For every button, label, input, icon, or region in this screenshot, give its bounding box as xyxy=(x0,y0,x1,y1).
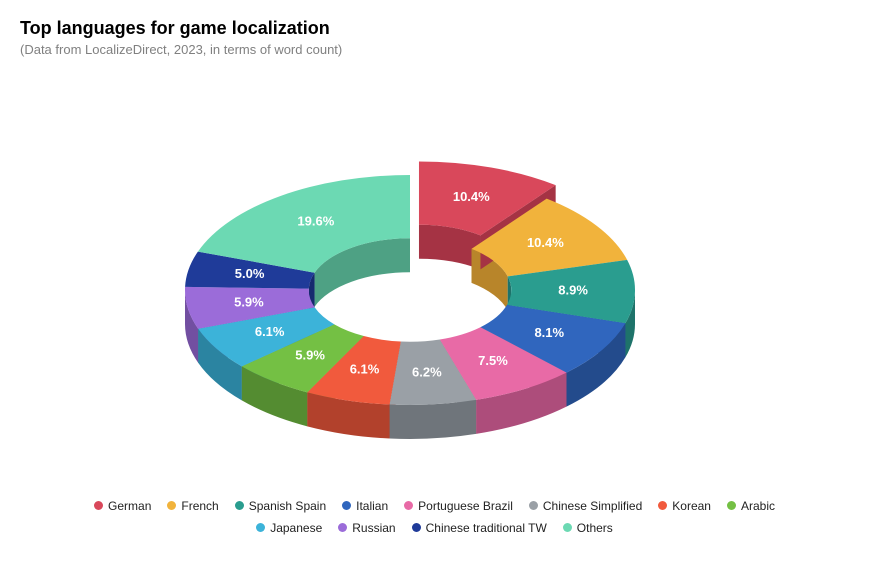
wall-outer-Chinese Simplified xyxy=(390,400,477,439)
slice-label-Others: 19.6% xyxy=(297,213,334,228)
slice-label-Portuguese Brazil: 7.5% xyxy=(478,353,508,368)
legend-label: Italian xyxy=(356,499,388,513)
slice-label-German: 10.4% xyxy=(453,189,490,204)
chart-legend: German French Spanish Spain Italian Portugue… xyxy=(0,495,869,539)
legend-label: German xyxy=(108,499,151,513)
legend-dot xyxy=(256,523,265,532)
legend-item-3: Italian xyxy=(342,495,388,517)
slice-label-Korean: 6.1% xyxy=(350,362,380,377)
legend-item-7: Arabic xyxy=(727,495,775,517)
slice-label-Chinese traditional TW: 5.0% xyxy=(235,266,265,281)
legend-label: Spanish Spain xyxy=(249,499,326,513)
legend-item-1: French xyxy=(167,495,218,517)
legend-dot xyxy=(658,501,667,510)
slice-label-Arabic: 5.9% xyxy=(295,347,325,362)
legend-dot xyxy=(529,501,538,510)
legend-label: Portuguese Brazil xyxy=(418,499,513,513)
slice-label-Chinese Simplified: 6.2% xyxy=(412,364,442,379)
legend-label: Chinese traditional TW xyxy=(426,521,547,535)
chart-title: Top languages for game localization xyxy=(20,18,330,39)
legend-item-8: Japanese xyxy=(256,517,322,539)
legend-item-6: Korean xyxy=(658,495,711,517)
legend-dot xyxy=(404,501,413,510)
slice-label-Japanese: 6.1% xyxy=(255,324,285,339)
legend-item-5: Chinese Simplified xyxy=(529,495,642,517)
slice-label-French: 10.4% xyxy=(527,235,564,250)
slice-label-Italian: 8.1% xyxy=(534,325,564,340)
legend-label: Russian xyxy=(352,521,395,535)
legend-dot xyxy=(338,523,347,532)
legend-label: Japanese xyxy=(270,521,322,535)
slice-label-Spanish Spain: 8.9% xyxy=(558,283,588,298)
legend-label: Others xyxy=(577,521,613,535)
legend-item-11: Others xyxy=(563,517,613,539)
slice-label-Russian: 5.9% xyxy=(234,295,264,310)
legend-label: French xyxy=(181,499,218,513)
legend-item-2: Spanish Spain xyxy=(235,495,326,517)
legend-dot xyxy=(235,501,244,510)
legend-dot xyxy=(727,501,736,510)
legend-dot xyxy=(94,501,103,510)
legend-item-9: Russian xyxy=(338,517,395,539)
legend-label: Chinese Simplified xyxy=(543,499,642,513)
legend-label: Korean xyxy=(672,499,711,513)
legend-dot xyxy=(412,523,421,532)
legend-item-10: Chinese traditional TW xyxy=(412,517,547,539)
legend-dot xyxy=(563,523,572,532)
legend-label: Arabic xyxy=(741,499,775,513)
donut-chart: 10.4% 10.4% 8.9% 8.1% 7.5% 6.2% 6.1% 5.9% 6.1% 5.… xyxy=(0,55,869,495)
legend-dot xyxy=(167,501,176,510)
legend-dot xyxy=(342,501,351,510)
legend-item-0: German xyxy=(94,495,151,517)
legend-item-4: Portuguese Brazil xyxy=(404,495,513,517)
